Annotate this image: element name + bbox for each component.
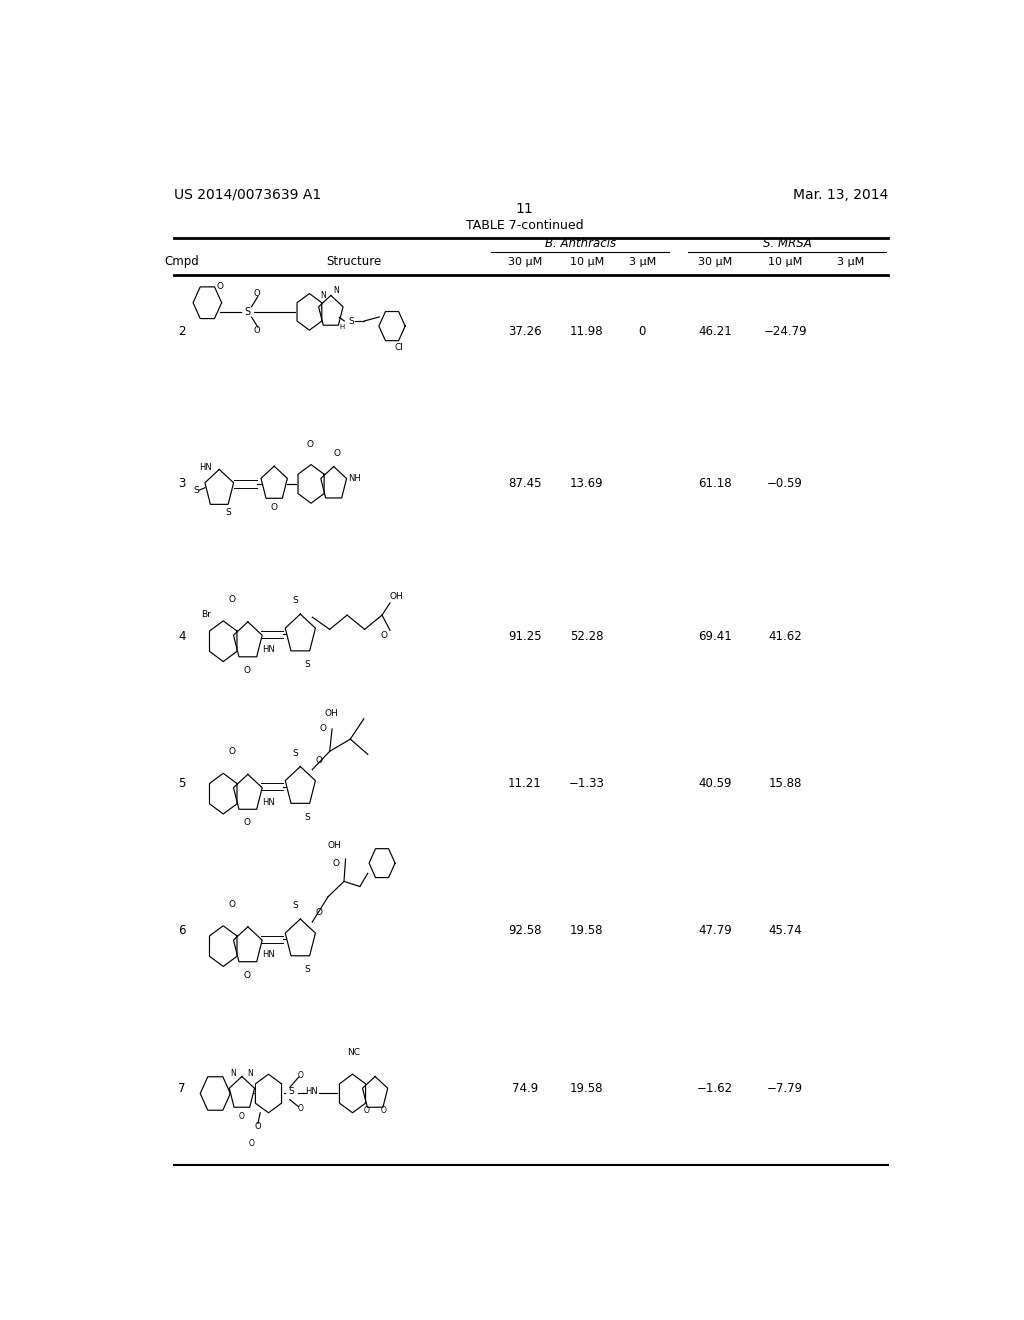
Text: HN: HN (262, 950, 275, 960)
Text: O: O (244, 970, 251, 979)
Text: S: S (245, 306, 251, 317)
Text: Cmpd: Cmpd (165, 255, 200, 268)
Text: O: O (298, 1105, 304, 1113)
Text: 30 μM: 30 μM (508, 256, 542, 267)
Text: O: O (307, 440, 313, 449)
Text: S: S (304, 813, 310, 822)
Text: HN: HN (262, 645, 275, 655)
Text: 11.98: 11.98 (570, 325, 603, 338)
Text: O: O (254, 326, 260, 335)
Text: 15.88: 15.88 (768, 777, 802, 789)
Text: 11: 11 (516, 202, 534, 216)
Text: HN: HN (262, 797, 275, 807)
Text: OH: OH (328, 841, 341, 850)
Text: 4: 4 (178, 630, 185, 643)
Text: 5: 5 (178, 777, 185, 789)
Text: O: O (380, 631, 387, 640)
Text: O: O (270, 503, 278, 512)
Text: O: O (381, 1106, 386, 1115)
Text: O: O (315, 908, 323, 917)
Text: NC: NC (347, 1048, 360, 1057)
Text: S: S (293, 902, 298, 911)
Text: H: H (339, 325, 344, 330)
Text: −1.33: −1.33 (568, 777, 604, 789)
Text: TABLE 7-continued: TABLE 7-continued (466, 219, 584, 232)
Text: 3 μM: 3 μM (837, 256, 864, 267)
Text: 61.18: 61.18 (698, 477, 732, 490)
Text: O: O (216, 282, 223, 290)
Text: 19.58: 19.58 (570, 1082, 603, 1094)
Text: HN: HN (200, 463, 212, 473)
Text: O: O (249, 1139, 255, 1148)
Text: 7: 7 (178, 1082, 185, 1094)
Text: Structure: Structure (327, 255, 382, 268)
Text: 0: 0 (639, 325, 646, 338)
Text: N: N (321, 290, 326, 300)
Text: O: O (255, 1122, 261, 1131)
Text: O: O (333, 858, 340, 867)
Text: 74.9: 74.9 (512, 1082, 538, 1094)
Text: O: O (298, 1071, 304, 1080)
Text: S: S (289, 1086, 294, 1096)
Text: O: O (228, 900, 236, 909)
Text: 87.45: 87.45 (508, 477, 542, 490)
Text: 19.58: 19.58 (570, 924, 603, 937)
Text: S. MRSA: S. MRSA (763, 236, 811, 249)
Text: O: O (333, 450, 340, 458)
Text: 45.74: 45.74 (768, 924, 802, 937)
Text: OH: OH (389, 593, 403, 602)
Text: 91.25: 91.25 (508, 630, 542, 643)
Text: O: O (364, 1106, 370, 1115)
Text: −0.59: −0.59 (767, 477, 803, 490)
Text: 46.21: 46.21 (698, 325, 732, 338)
Text: HN: HN (305, 1086, 317, 1096)
Text: Mar. 13, 2014: Mar. 13, 2014 (793, 187, 888, 202)
Text: NH: NH (348, 474, 360, 483)
Text: 52.28: 52.28 (570, 630, 603, 643)
Text: S: S (225, 508, 231, 517)
Text: O: O (239, 1113, 245, 1121)
Text: N: N (333, 286, 339, 296)
Text: S: S (304, 660, 310, 669)
Text: US 2014/0073639 A1: US 2014/0073639 A1 (174, 187, 322, 202)
Text: 41.62: 41.62 (768, 630, 802, 643)
Text: 10 μM: 10 μM (768, 256, 802, 267)
Text: 6: 6 (178, 924, 185, 937)
Text: O: O (315, 756, 323, 766)
Text: −7.79: −7.79 (767, 1082, 803, 1094)
Text: O: O (244, 665, 251, 675)
Text: 47.79: 47.79 (698, 924, 732, 937)
Text: S: S (304, 965, 310, 974)
Text: 30 μM: 30 μM (698, 256, 732, 267)
Text: O: O (254, 289, 260, 298)
Text: Cl: Cl (394, 343, 403, 351)
Text: 2: 2 (178, 325, 185, 338)
Text: N: N (248, 1069, 253, 1077)
Text: −1.62: −1.62 (697, 1082, 733, 1094)
Text: 40.59: 40.59 (698, 777, 732, 789)
Text: 11.21: 11.21 (508, 777, 542, 789)
Text: O: O (244, 818, 251, 828)
Text: O: O (228, 595, 236, 605)
Text: Br: Br (201, 610, 211, 619)
Text: OH: OH (325, 709, 338, 718)
Text: O: O (228, 747, 236, 756)
Text: S: S (293, 748, 298, 758)
Text: N: N (230, 1069, 237, 1077)
Text: B. Anthracis: B. Anthracis (545, 236, 615, 249)
Text: −24.79: −24.79 (763, 325, 807, 338)
Text: S: S (293, 597, 298, 606)
Text: O: O (319, 725, 327, 734)
Text: 69.41: 69.41 (698, 630, 732, 643)
Text: 3 μM: 3 μM (629, 256, 656, 267)
Text: S: S (194, 486, 200, 495)
Text: 10 μM: 10 μM (569, 256, 604, 267)
Text: 92.58: 92.58 (508, 924, 542, 937)
Text: 3: 3 (178, 477, 185, 490)
Text: 13.69: 13.69 (570, 477, 603, 490)
Text: 37.26: 37.26 (508, 325, 542, 338)
Text: S: S (348, 317, 353, 326)
